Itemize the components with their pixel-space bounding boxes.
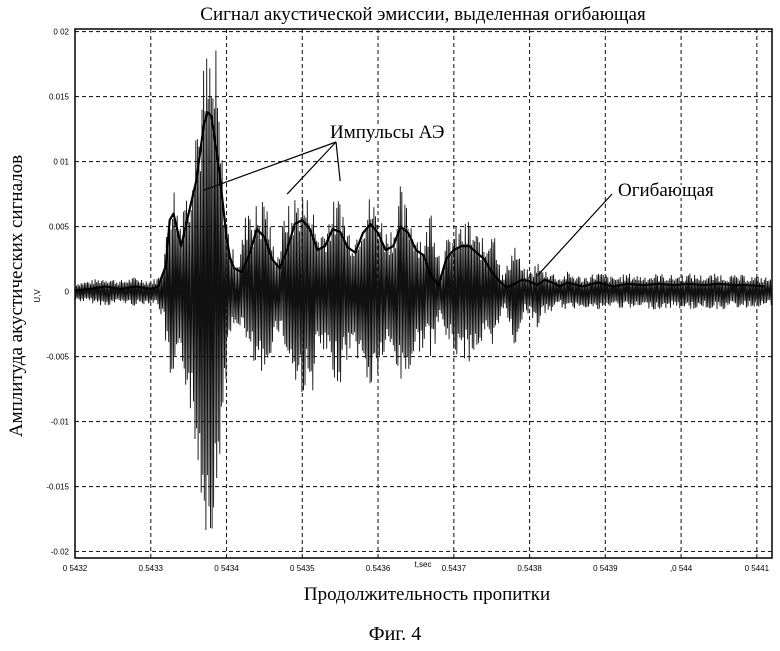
x-tick-label: 0.5437 <box>442 564 467 573</box>
annotation-impulses-label: Импульсы АЭ <box>330 122 444 143</box>
y-tick-label: -0.005 <box>46 353 69 362</box>
annotation-impulses-arrow <box>286 141 337 195</box>
chart-title: Сигнал акустической эмиссии, выделенная … <box>200 4 646 25</box>
x-tick-label: 0.5438 <box>517 564 542 573</box>
y-tick-label: -0.02 <box>51 548 70 557</box>
y-tick-label: -0.015 <box>46 483 69 492</box>
annotations: Импульсы АЭ Огибающая <box>203 120 716 277</box>
x-unit-label: t,sec <box>415 560 432 569</box>
x-tick-label: ,0 544 <box>670 564 693 573</box>
x-axis-label: Продолжительность пропитки <box>304 584 550 605</box>
annotation-impulses-arrow <box>335 141 341 182</box>
x-tick-label: 0.5433 <box>139 564 164 573</box>
y-tick-label: 0.005 <box>49 223 70 232</box>
x-tick-label: 0 5434 <box>214 564 239 573</box>
annotation-envelope-arrow <box>536 193 613 277</box>
x-tick-label: 0 5441 <box>745 564 770 573</box>
x-tick-label: 0 5435 <box>290 564 315 573</box>
y-tick-label: 0 <box>65 288 70 297</box>
y-tick-label: 0 02 <box>53 28 69 37</box>
annotation-envelope-label: Огибающая <box>618 180 714 201</box>
y-axis-label: Амплитуда акустических сигналов <box>6 155 27 437</box>
y-unit-label: U,V <box>33 289 42 303</box>
y-tick-label: -0.01 <box>51 418 70 427</box>
x-tick-label: 0 5439 <box>593 564 618 573</box>
x-tick-label: 0 5432 <box>63 564 88 573</box>
figure-caption: Фиг. 4 <box>369 623 421 645</box>
envelope-line <box>74 111 765 292</box>
tick-labels: 0 5432 0.5433 0 5434 0 5435 0.5436 0.5437 0.54… <box>46 28 769 573</box>
plot-frame <box>74 28 773 559</box>
x-tick-label: 0.5436 <box>366 564 391 573</box>
envelope-series <box>74 111 765 292</box>
y-tick-label: 0 01 <box>53 158 69 167</box>
annotation-impulses-arrow <box>203 141 337 191</box>
y-tick-label: 0.015 <box>49 93 70 102</box>
